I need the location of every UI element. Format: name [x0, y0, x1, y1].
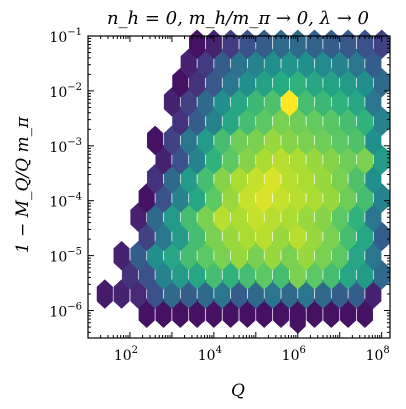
- y-tick-label: 10−5: [49, 247, 82, 266]
- axis-ticks: 102 104 106 108 10−1 10−2 10−3 10−4 10−5 10−6: [49, 27, 390, 364]
- hex-cell: [113, 240, 130, 271]
- y-tick-label: 10−1: [49, 27, 82, 46]
- y-tick-label: 10−6: [49, 302, 82, 321]
- y-tick-label: 10−4: [49, 192, 82, 211]
- x-tick-label: 106: [282, 345, 306, 364]
- y-axis-label: 1 − M_Q/Q m_π: [13, 116, 33, 253]
- x-tick-label: 108: [366, 345, 390, 364]
- y-tick-label: 10−2: [49, 82, 82, 101]
- hex-cell: [147, 125, 164, 156]
- chart-title: n_h = 0, m_h/m_π → 0, λ → 0: [107, 8, 369, 29]
- x-tick-label: 102: [114, 345, 138, 364]
- hexbin-cells: [96, 29, 390, 334]
- hex-cell: [96, 279, 113, 309]
- x-tick-label: 104: [198, 345, 222, 364]
- x-axis-label: Q: [231, 381, 245, 401]
- y-tick-label: 10−3: [49, 137, 82, 156]
